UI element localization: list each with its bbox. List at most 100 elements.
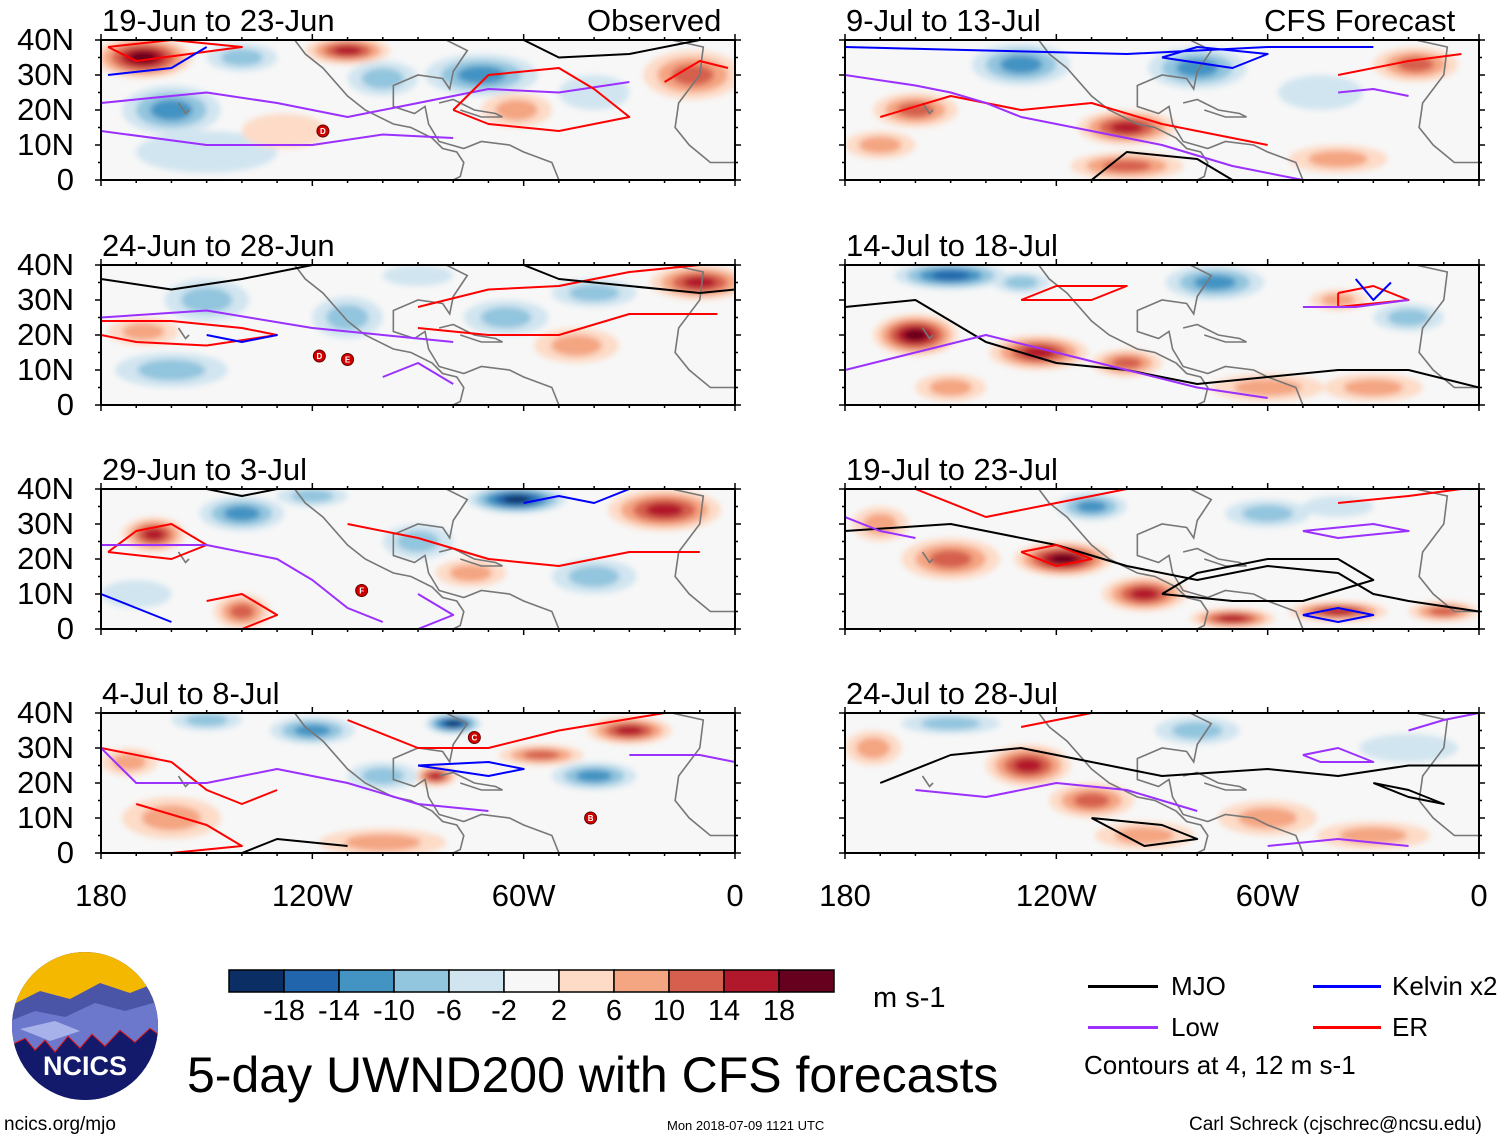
legend-kelvin-line xyxy=(1313,985,1381,988)
contour-note: Contours at 4, 12 m s-1 xyxy=(1084,1050,1356,1080)
lon-tick-label: 0 xyxy=(726,878,744,913)
colorbar-label: 18 xyxy=(762,995,796,1027)
legend-kelvin-label: Kelvin x2 xyxy=(1392,971,1498,1001)
er-contour xyxy=(915,489,1127,518)
low-contour xyxy=(101,130,454,146)
kelvin-contour xyxy=(101,593,172,623)
wind-anomaly-westerly xyxy=(523,750,560,760)
coastline xyxy=(294,40,465,180)
panel-title: 19-Jul to 23-Jul xyxy=(846,452,1058,487)
main-title: 5-day UWND200 with CFS forecasts xyxy=(187,1047,999,1103)
mjo-contour xyxy=(523,40,700,59)
wind-anomaly-easterly xyxy=(223,506,261,521)
wind-field xyxy=(845,713,1458,850)
er-contour xyxy=(1020,713,1092,728)
wind-anomaly-westerly xyxy=(495,99,538,121)
wind-anomaly-easterly xyxy=(445,720,461,727)
coastline xyxy=(1136,40,1304,180)
wind-anomaly-easterly xyxy=(181,287,233,313)
coastline xyxy=(1415,489,1479,613)
coastline xyxy=(671,265,735,389)
coastline xyxy=(921,775,934,788)
panel-title: 9-Jul to 13-Jul xyxy=(846,3,1041,38)
mjo-contour xyxy=(1090,151,1233,180)
colorbar-label: -18 xyxy=(263,995,305,1027)
coastline xyxy=(1182,98,1247,118)
legend-low-label: Low xyxy=(1171,1012,1219,1042)
footer-timestamp: Mon 2018-07-09 1121 UTC xyxy=(667,1118,825,1133)
mjo-contour xyxy=(879,747,1479,784)
mjo-contour xyxy=(206,489,278,497)
wind-anomaly-westerly xyxy=(449,564,493,582)
lon-tick-label: 120W xyxy=(1015,878,1097,913)
wind-anomaly-westerly xyxy=(129,51,157,64)
wind-anomaly-westerly xyxy=(1073,793,1110,808)
lat-tick-label: 10N xyxy=(17,576,74,611)
wind-anomaly-easterly xyxy=(382,265,454,286)
lon-tick-label: 180 xyxy=(819,878,871,913)
coastline xyxy=(392,489,560,629)
coastline xyxy=(921,551,934,564)
panel-title: 24-Jun to 28-Jun xyxy=(102,228,335,263)
tropical-cyclone-icon: D xyxy=(316,124,330,138)
er-contour xyxy=(452,67,631,132)
wind-anomaly-westerly xyxy=(1238,807,1298,829)
coastline xyxy=(1182,547,1247,567)
wind-anomaly-easterly xyxy=(568,284,620,302)
low-contour xyxy=(915,782,1198,812)
panel-title: 29-Jun to 3-Jul xyxy=(102,452,308,487)
coastline xyxy=(438,98,503,118)
wind-anomaly-westerly xyxy=(671,64,714,86)
coastline xyxy=(392,265,560,405)
lon-tick-label: 60W xyxy=(1235,878,1300,913)
mjo-contour xyxy=(845,523,1479,613)
low-contour xyxy=(845,516,916,539)
coastline xyxy=(1136,489,1304,629)
map-panel-4: CB xyxy=(95,707,741,859)
er-contour xyxy=(1338,489,1462,504)
wind-anomaly-westerly xyxy=(615,725,644,736)
lat-tick-label: 0 xyxy=(56,835,74,870)
er-contour xyxy=(417,265,700,308)
wind-anomaly-easterly xyxy=(361,68,404,89)
wind-anomaly-westerly xyxy=(344,834,421,851)
kelvin-contour xyxy=(1302,607,1375,623)
coastline xyxy=(1415,713,1479,837)
coastline xyxy=(921,327,934,340)
footer-author: Carl Schreck (cjschrec@ncsu.edu) xyxy=(1189,1114,1482,1135)
legend-mjo-line xyxy=(1088,985,1158,988)
wind-anomaly-easterly xyxy=(1302,496,1374,517)
wind-anomaly-westerly xyxy=(1321,608,1355,615)
low-contour xyxy=(101,544,384,623)
wind-anomaly-easterly xyxy=(558,75,630,110)
wind-anomaly-easterly xyxy=(1076,500,1107,513)
storm-label: E xyxy=(345,356,351,365)
coastline xyxy=(1182,323,1247,343)
observed-label: Observed xyxy=(587,3,722,38)
storm-label: D xyxy=(316,352,322,361)
kelvin-contour xyxy=(1354,278,1392,301)
wind-anomaly-westerly xyxy=(143,528,165,541)
low-contour xyxy=(845,334,1268,399)
er-contour xyxy=(1020,285,1128,301)
coastline xyxy=(438,323,503,343)
lat-tick-label: 30N xyxy=(17,57,74,92)
wind-anomaly-easterly xyxy=(921,717,981,730)
map-panel-6 xyxy=(839,259,1485,411)
wind-field xyxy=(101,40,735,173)
coastline xyxy=(1136,713,1304,853)
colorbar-label: -2 xyxy=(491,995,517,1027)
wind-anomaly-easterly xyxy=(575,770,613,782)
wind-anomaly-easterly xyxy=(326,304,369,331)
wind-anomaly-easterly xyxy=(457,66,506,84)
wind-anomaly-westerly xyxy=(1130,588,1159,600)
wind-anomaly-easterly xyxy=(1004,276,1039,289)
coastline xyxy=(294,713,465,853)
map-panel-1: D xyxy=(95,34,741,186)
wind-anomaly-easterly xyxy=(185,713,228,727)
lat-tick-label: 30N xyxy=(17,506,74,541)
coastline xyxy=(921,102,934,115)
footer-url[interactable]: ncics.org/mjo xyxy=(4,1114,116,1135)
wind-anomaly-westerly xyxy=(1102,160,1151,172)
wind-anomaly-easterly xyxy=(150,99,193,121)
